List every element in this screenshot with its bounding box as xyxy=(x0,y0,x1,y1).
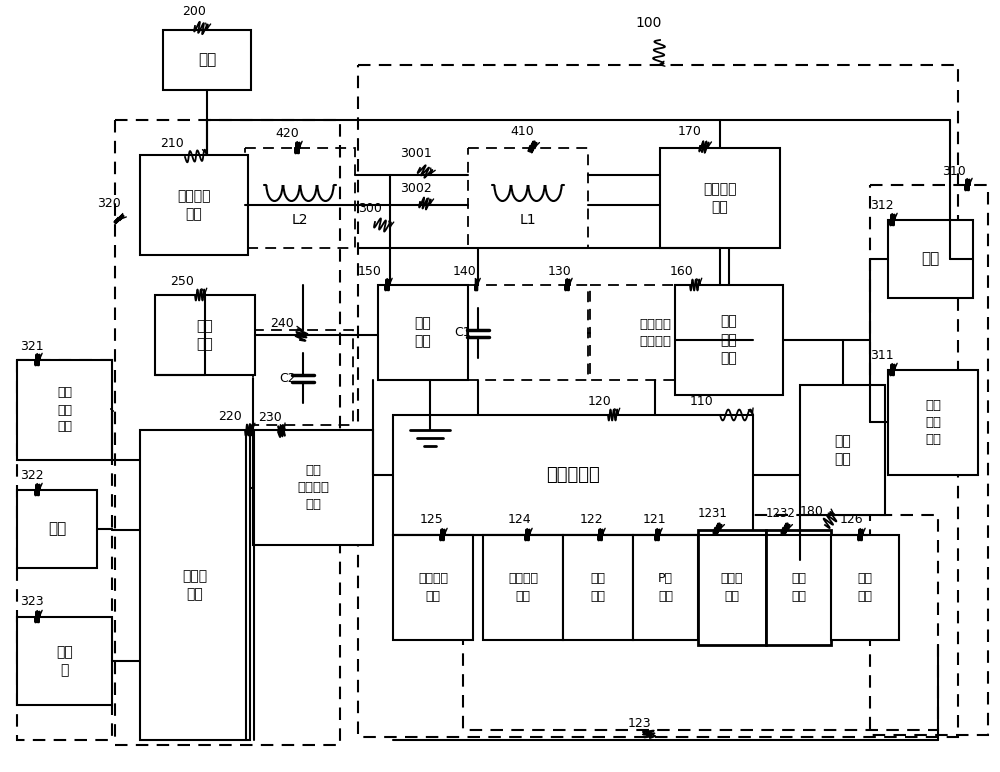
Bar xyxy=(463,515,938,730)
Text: 电池: 电池 xyxy=(198,52,216,67)
Text: 420: 420 xyxy=(275,127,299,140)
Text: 200: 200 xyxy=(182,5,206,18)
Text: 仪表电源
模块: 仪表电源 模块 xyxy=(703,181,737,214)
Text: 323: 323 xyxy=(20,595,44,608)
Text: 140: 140 xyxy=(453,265,477,278)
Text: 250: 250 xyxy=(170,275,194,288)
Bar xyxy=(17,360,112,460)
Text: 车尾
灯光
模块: 车尾 灯光 模块 xyxy=(57,387,72,434)
Text: 仪表控制器: 仪表控制器 xyxy=(546,466,600,484)
Bar xyxy=(590,285,720,380)
Bar xyxy=(766,530,831,645)
Bar xyxy=(253,330,353,425)
Text: 321: 321 xyxy=(20,340,44,353)
Bar xyxy=(17,617,112,705)
Text: 160: 160 xyxy=(670,265,694,278)
Bar xyxy=(888,370,978,475)
Text: 124: 124 xyxy=(508,513,532,526)
Text: 音频
处理
模块: 音频 处理 模块 xyxy=(721,315,737,365)
Text: 第二
调制解调
模块: 第二 调制解调 模块 xyxy=(297,464,329,511)
Text: 210: 210 xyxy=(160,137,184,150)
Text: 130: 130 xyxy=(548,265,572,278)
Bar xyxy=(633,535,698,640)
Bar xyxy=(358,65,958,737)
Text: 3001: 3001 xyxy=(400,147,432,160)
Bar xyxy=(393,415,753,535)
Bar xyxy=(17,360,112,740)
Bar xyxy=(831,535,899,640)
Text: C1: C1 xyxy=(455,327,471,340)
Text: 控制
开关: 控制 开关 xyxy=(415,317,431,349)
Text: 100: 100 xyxy=(635,16,661,30)
Text: 档位
开关: 档位 开关 xyxy=(590,573,606,602)
Text: 170: 170 xyxy=(678,125,702,138)
Bar xyxy=(563,535,633,640)
Bar xyxy=(17,490,97,568)
Text: 坐垫
锁: 坐垫 锁 xyxy=(56,645,73,677)
Text: 410: 410 xyxy=(510,125,534,138)
Text: 322: 322 xyxy=(20,469,44,482)
Bar xyxy=(468,148,588,248)
Text: 坐垫
开关: 坐垫 开关 xyxy=(858,573,872,602)
Text: 使能
模块: 使能 模块 xyxy=(197,319,213,351)
Text: 126: 126 xyxy=(840,513,864,526)
Bar xyxy=(115,120,340,745)
Bar xyxy=(888,220,973,298)
Text: 300: 300 xyxy=(358,202,382,215)
Text: 311: 311 xyxy=(870,349,894,362)
Text: C2: C2 xyxy=(280,371,296,384)
Bar xyxy=(698,530,766,645)
Text: L2: L2 xyxy=(292,213,308,227)
Text: 320: 320 xyxy=(97,197,121,210)
Bar xyxy=(675,285,783,395)
Text: P档
开关: P档 开关 xyxy=(658,573,673,602)
Bar xyxy=(140,430,250,740)
Text: 230: 230 xyxy=(258,411,282,424)
Text: 1231: 1231 xyxy=(698,507,728,520)
Text: 电机: 电机 xyxy=(48,522,66,537)
Text: 车头
灯光
模块: 车头 灯光 模块 xyxy=(925,399,941,446)
Text: 240: 240 xyxy=(270,317,294,330)
Text: 123: 123 xyxy=(628,717,652,730)
Text: 120: 120 xyxy=(588,395,612,408)
Text: 110: 110 xyxy=(690,395,714,408)
Text: 大灯
开关: 大灯 开关 xyxy=(791,573,806,602)
Bar xyxy=(870,185,988,735)
Text: 转向灯
开关: 转向灯 开关 xyxy=(721,573,743,602)
Text: 3002: 3002 xyxy=(400,182,432,195)
Text: 122: 122 xyxy=(580,513,604,526)
Text: 中央处
理器: 中央处 理器 xyxy=(182,569,208,601)
Bar xyxy=(378,285,468,380)
Text: 125: 125 xyxy=(420,513,444,526)
Text: 180: 180 xyxy=(800,505,824,518)
Bar xyxy=(155,295,255,375)
Bar xyxy=(253,430,373,545)
Text: 第一调制
解调模块: 第一调制 解调模块 xyxy=(639,318,671,348)
Text: 121: 121 xyxy=(643,513,667,526)
Text: L1: L1 xyxy=(520,213,536,227)
Bar xyxy=(140,155,248,255)
Bar xyxy=(800,385,885,515)
Text: 312: 312 xyxy=(870,199,894,212)
Text: 1232: 1232 xyxy=(766,507,796,520)
Bar xyxy=(163,30,251,90)
Bar xyxy=(393,535,473,640)
Text: 转把接口
电路: 转把接口 电路 xyxy=(508,573,538,602)
Text: 喇叭: 喇叭 xyxy=(921,252,940,266)
Bar xyxy=(660,148,780,248)
Text: 310: 310 xyxy=(942,165,966,178)
Text: 150: 150 xyxy=(358,265,382,278)
Text: 刹车接口
电路: 刹车接口 电路 xyxy=(418,573,448,602)
Text: 220: 220 xyxy=(218,410,242,423)
Text: 电压转换
模块: 电压转换 模块 xyxy=(177,189,211,222)
Bar xyxy=(468,285,588,380)
Bar xyxy=(245,148,355,248)
Bar xyxy=(483,535,563,640)
Text: 显示
模组: 显示 模组 xyxy=(834,434,851,466)
